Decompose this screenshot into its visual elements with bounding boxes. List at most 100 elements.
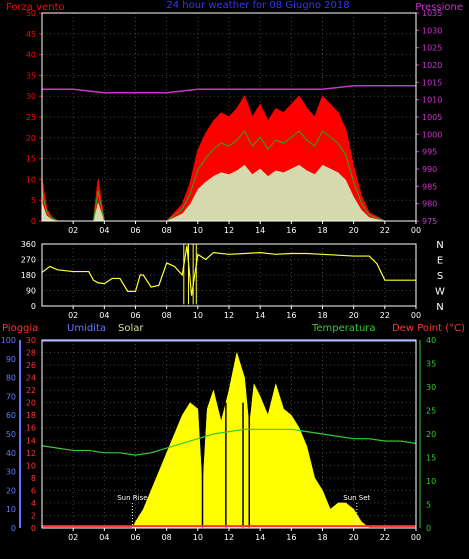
wind-label: Forza vento xyxy=(6,2,65,13)
rain-axis-tick-label: 26 xyxy=(26,361,36,370)
wind-axis-tick-label: 35 xyxy=(26,71,36,80)
x-axis-tick-label: 16 xyxy=(286,226,296,235)
humidity-axis-tick-label: 100 xyxy=(1,336,16,345)
direction-axis-tick-label: 0 xyxy=(31,302,36,311)
rain-axis-tick-label: 24 xyxy=(26,374,36,383)
rain-label: Pioggia xyxy=(2,323,38,334)
x-axis-tick-label: 22 xyxy=(380,226,390,235)
direction-axis-tick-label: 270 xyxy=(21,256,36,265)
temperature-axis-tick-label: 5 xyxy=(426,501,431,510)
x-axis-tick-label: 00 xyxy=(411,533,421,542)
wind-axis-tick-label: 20 xyxy=(26,134,36,143)
rain-axis-tick-label: 20 xyxy=(26,399,36,408)
direction-axis-tick-label: 90 xyxy=(26,287,36,296)
pressure-line xyxy=(42,85,416,94)
rain-axis-tick-label: 14 xyxy=(26,436,36,445)
pressure-axis-tick-label: 980 xyxy=(422,200,437,209)
rain-axis-tick-label: 12 xyxy=(26,449,36,458)
wind-axis-tick-label: 25 xyxy=(26,113,36,122)
temperature-axis-tick-label: 0 xyxy=(426,524,431,533)
x-axis-tick-label: 22 xyxy=(380,311,390,320)
x-axis-tick-label: 02 xyxy=(68,226,78,235)
pressure-axis-tick-label: 995 xyxy=(422,148,437,157)
direction-axis-tick-label: 360 xyxy=(21,240,36,249)
x-axis-tick-label: 20 xyxy=(349,311,359,320)
wind-axis-tick-label: 5 xyxy=(31,196,36,205)
wind-axis-tick-label: 40 xyxy=(26,51,36,60)
temperature-axis-tick-label: 25 xyxy=(426,407,436,416)
pressure-axis-tick-label: 990 xyxy=(422,165,437,174)
dewpoint-label: Dew Point (°C) xyxy=(392,323,465,334)
rain-axis-tick-label: 0 xyxy=(31,524,36,533)
x-axis-tick-label: 14 xyxy=(255,226,265,235)
wind-gust-line xyxy=(41,130,416,222)
solar-label: Solar xyxy=(118,323,144,334)
pressure-axis-tick-label: 1030 xyxy=(422,26,442,35)
wind-direction-panel: 0 N 90 W 180 S 270 E 360 N 02 04 06 08 10 12 14 16 18 20 22 0… xyxy=(21,240,445,320)
x-axis-tick-label: 02 xyxy=(68,533,78,542)
humidity-axis-tick-label: 0 xyxy=(11,524,16,533)
wind-axis-tick-label: 0 xyxy=(31,217,36,226)
x-axis-tick-label: 12 xyxy=(224,533,234,542)
x-axis-tick-label: 16 xyxy=(286,311,296,320)
rain-axis-tick-label: 8 xyxy=(31,474,36,483)
wind-pressure-panel: 0510152025303540455097598098599099510001… xyxy=(26,9,443,235)
compass-label: E xyxy=(437,256,443,267)
rain-axis-tick-label: 2 xyxy=(31,511,36,520)
pressure-axis-tick-label: 1010 xyxy=(422,96,442,105)
wind-axis-tick-label: 15 xyxy=(26,155,36,164)
humidity-axis-tick-label: 40 xyxy=(6,449,16,458)
rain-axis-tick-label: 10 xyxy=(26,461,36,470)
humidity-axis-tick-label: 30 xyxy=(6,468,16,477)
x-axis-tick-label: 10 xyxy=(193,226,203,235)
humidity-axis-tick-label: 10 xyxy=(6,505,16,514)
compass-label: N xyxy=(436,302,443,313)
temperature-line xyxy=(41,428,417,456)
x-axis-tick-label: 20 xyxy=(349,533,359,542)
x-axis-tick-label: 10 xyxy=(193,311,203,320)
rain-axis-tick-label: 6 xyxy=(31,486,36,495)
pressure-axis-tick-label: 985 xyxy=(422,182,437,191)
x-axis-tick-label: 00 xyxy=(411,226,421,235)
humidity-axis-tick-label: 60 xyxy=(6,411,16,420)
x-axis-tick-label: 18 xyxy=(317,226,327,235)
pressure-axis-tick-label: 1005 xyxy=(422,113,442,122)
pressure-axis-tick-label: 1000 xyxy=(422,130,442,139)
x-axis-tick-label: 06 xyxy=(130,533,140,542)
solar-area xyxy=(42,351,416,529)
humidity-axis-tick-label: 90 xyxy=(6,355,16,364)
x-axis-tick-label: 16 xyxy=(286,533,296,542)
pressure-axis-tick-label: 1020 xyxy=(422,61,442,70)
temperature-axis-tick-label: 40 xyxy=(426,336,436,345)
pressure-axis-tick-label: 1015 xyxy=(422,78,442,87)
x-axis-tick-label: 12 xyxy=(224,226,234,235)
x-axis-tick-label: 02 xyxy=(68,311,78,320)
x-axis-tick-label: 08 xyxy=(162,533,172,542)
x-axis-tick-label: 00 xyxy=(411,311,421,320)
rain-axis-tick-label: 18 xyxy=(26,411,36,420)
x-axis-tick-label: 08 xyxy=(162,311,172,320)
x-axis-tick-label: 08 xyxy=(162,226,172,235)
x-axis-tick-label: 18 xyxy=(317,533,327,542)
x-axis-tick-label: 04 xyxy=(99,533,109,542)
sunrise-label: Sun Rise xyxy=(117,494,147,502)
rain-axis-tick-label: 4 xyxy=(31,499,36,508)
rain-humidity-solar-temp-panel: 0246810121416182022242628300102030405060… xyxy=(1,336,436,542)
rain-axis-tick-label: 22 xyxy=(26,386,36,395)
compass-label: N xyxy=(436,240,443,251)
x-axis-tick-label: 10 xyxy=(193,533,203,542)
direction-axis-tick-label: 180 xyxy=(21,271,36,280)
x-axis-tick-label: 14 xyxy=(255,533,265,542)
x-axis-tick-label: 12 xyxy=(224,311,234,320)
rain-axis-tick-label: 28 xyxy=(26,349,36,358)
x-axis-tick-label: 14 xyxy=(255,311,265,320)
wind-axis-tick-label: 10 xyxy=(26,175,36,184)
humidity-axis-tick-label: 20 xyxy=(6,486,16,495)
x-axis-tick-label: 22 xyxy=(380,533,390,542)
x-axis-tick-label: 04 xyxy=(99,311,109,320)
humidity-axis-tick-label: 50 xyxy=(6,430,16,439)
compass-label: S xyxy=(437,271,443,282)
humidity-axis-tick-label: 80 xyxy=(6,374,16,383)
wind-average-area xyxy=(42,164,416,221)
